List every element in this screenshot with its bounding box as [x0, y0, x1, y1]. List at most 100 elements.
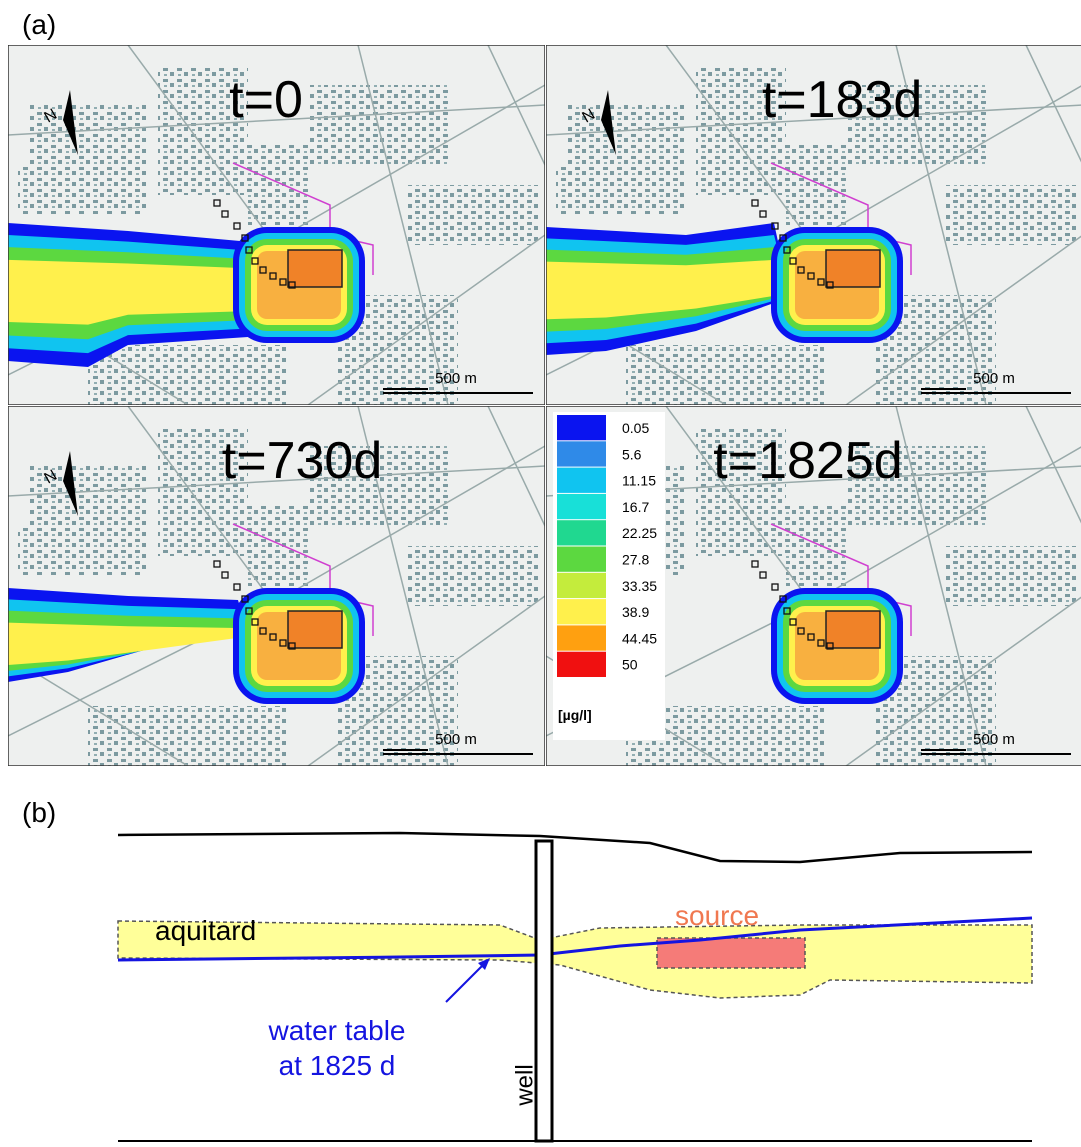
buildings	[408, 185, 538, 245]
road	[487, 406, 545, 527]
scale-label: 500 m	[435, 370, 477, 387]
legend-value: 5.6	[622, 446, 642, 462]
legend-swatch	[557, 441, 606, 467]
monitoring-point	[259, 266, 267, 274]
buildings	[786, 506, 846, 586]
legend-value: 16.7	[622, 499, 649, 515]
legend: 0.05 5.6 11.15 16.7 22.25 27.8 33.35 38.9 44.45 5…	[553, 412, 665, 740]
buildings	[946, 546, 1076, 606]
road	[1025, 45, 1081, 163]
road	[895, 406, 987, 766]
road	[8, 104, 545, 136]
plume	[8, 622, 244, 665]
monitoring-point	[751, 199, 759, 207]
legend-unit: [µg/l]	[558, 707, 592, 723]
monitoring-point	[251, 618, 259, 626]
buildings	[248, 145, 308, 225]
road	[665, 406, 807, 597]
monitoring-point	[783, 246, 791, 254]
legend-swatch	[557, 625, 606, 651]
monitoring-point	[245, 246, 253, 254]
scale-bar	[383, 749, 533, 755]
buildings	[88, 706, 288, 766]
monitoring-point	[771, 222, 779, 230]
monitoring-point	[771, 583, 779, 591]
buildings	[556, 165, 626, 215]
source-area	[825, 249, 881, 288]
monitoring-point	[789, 257, 797, 265]
monitoring-point	[269, 272, 277, 280]
monitoring-point	[797, 627, 805, 635]
panel-label: (b)	[22, 797, 56, 828]
buildings	[18, 165, 88, 215]
cross-section: aquitard source water table at 1825 d we…	[117, 831, 1033, 1143]
road	[487, 45, 545, 166]
legend-value: 0.05	[622, 420, 649, 436]
monitoring-point	[807, 272, 815, 280]
monitoring-point	[279, 278, 287, 286]
monitoring-point	[213, 560, 221, 568]
monitoring-point	[245, 607, 253, 615]
north-arrow	[601, 90, 616, 155]
legend-swatch	[557, 415, 606, 441]
legend-value: 38.9	[622, 604, 649, 620]
monitoring-point	[826, 281, 834, 289]
well-label: well	[511, 1064, 538, 1106]
monitoring-point	[233, 583, 241, 591]
scale-bar	[921, 388, 1071, 394]
monitoring-point	[807, 633, 815, 641]
legend-value: 33.35	[622, 578, 657, 594]
plume	[546, 259, 782, 320]
monitoring-point	[251, 257, 259, 265]
buildings	[696, 65, 786, 195]
buildings	[408, 546, 538, 606]
legend-swatch	[557, 599, 606, 625]
monitoring-point	[241, 234, 249, 242]
source-area	[287, 610, 343, 649]
buildings	[696, 426, 786, 556]
source-label: source	[675, 900, 759, 931]
legend-swatch	[557, 493, 606, 520]
monitoring-point	[759, 210, 767, 218]
buildings	[158, 426, 248, 556]
monitoring-point	[259, 627, 267, 635]
scale-bar	[921, 749, 1071, 755]
panel-label: (a)	[22, 9, 56, 40]
panel-title: t=1825d	[713, 432, 902, 490]
panel-title: t=730d	[222, 432, 383, 490]
monitoring-point	[817, 639, 825, 647]
monitoring-point	[797, 266, 805, 274]
arrow-head	[478, 958, 490, 970]
water-table-line	[117, 916, 1033, 962]
water-table-label: at 1825 d	[279, 1050, 396, 1081]
road	[8, 465, 545, 497]
buildings	[248, 506, 308, 586]
road	[1025, 406, 1081, 524]
legend-value: 50	[622, 657, 638, 673]
source-area	[287, 249, 343, 288]
legend-swatch	[557, 572, 606, 599]
monitoring-point	[751, 560, 759, 568]
monitoring-point	[241, 595, 249, 603]
legend-value: 44.45	[622, 630, 657, 646]
buildings	[18, 526, 88, 576]
monitoring-point	[269, 633, 277, 641]
monitoring-point	[288, 281, 296, 289]
north-arrow	[63, 451, 78, 516]
monitoring-point	[826, 642, 834, 650]
legend-value: 22.25	[622, 525, 657, 541]
legend-swatch	[557, 651, 606, 677]
road	[127, 45, 269, 236]
legend-value: 11.15	[622, 473, 656, 489]
monitoring-point	[789, 618, 797, 626]
monitoring-point	[279, 639, 287, 647]
buildings	[88, 345, 288, 405]
panel-title: t=183d	[762, 71, 923, 129]
monitoring-point	[779, 234, 787, 242]
legend-swatch	[557, 546, 606, 572]
scale-label: 500 m	[973, 370, 1015, 387]
